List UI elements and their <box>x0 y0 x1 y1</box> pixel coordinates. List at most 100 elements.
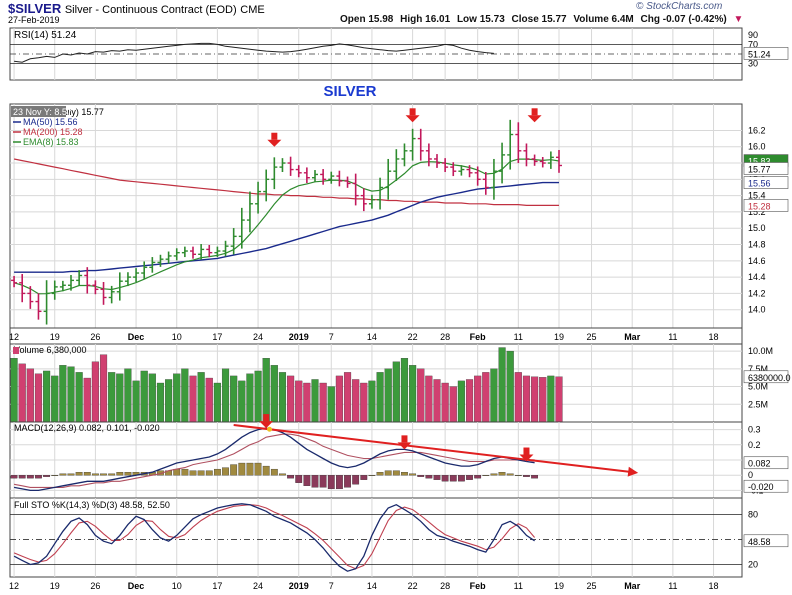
rsi-tick-label: 30 <box>748 59 758 69</box>
ohlc-bar <box>181 246 188 258</box>
ohlc-bar <box>11 275 18 288</box>
x-tick-label-bottom: 22 <box>408 581 418 591</box>
ohlc-bar <box>190 246 196 259</box>
price-value-tag-box <box>743 176 789 189</box>
macd-histogram-bar <box>531 475 539 479</box>
price-legend-entry: MA(50) 15.56 <box>23 117 78 127</box>
x-tick-label: 25 <box>587 332 597 342</box>
ohlc-bar <box>230 228 237 255</box>
x-tick-label: Dec <box>128 332 145 342</box>
ohlc-bar <box>360 188 367 212</box>
macd-histogram-bar <box>311 475 319 488</box>
rsi-tick-label: 70 <box>748 39 758 49</box>
sto-value-tag-box <box>743 534 789 548</box>
ohlc-bar <box>214 246 221 258</box>
macd-histogram-bar <box>376 472 384 476</box>
ohlc-bar <box>556 150 562 173</box>
ohlc-bar <box>263 169 270 202</box>
ohlc-bar <box>206 245 213 258</box>
volume-bar <box>205 377 213 423</box>
x-tick-label-bottom: 11 <box>514 581 523 591</box>
x-tick-label-bottom: 17 <box>212 581 222 591</box>
macd-histogram-bar <box>26 475 34 479</box>
volume-bar <box>238 380 246 423</box>
macd-histogram-bar <box>441 475 449 482</box>
ohlc-bar <box>312 170 318 183</box>
macd-histogram-bar <box>368 475 376 476</box>
volume-bar <box>132 380 140 423</box>
macd-down-arrow-icon <box>519 447 534 462</box>
ohlc-bar <box>336 170 343 187</box>
volume-bar <box>514 372 522 423</box>
macd-down-arrow-icon <box>259 414 274 429</box>
macd-histogram-bar <box>433 475 441 480</box>
macd-histogram-bar <box>222 467 229 476</box>
ohlc-bar <box>458 165 465 176</box>
ohlc-bar <box>417 128 424 161</box>
rsi-legend: RSI(14) 51.24 <box>14 30 77 41</box>
ohlc-bar <box>320 169 327 185</box>
sto-d-line <box>13 504 536 570</box>
macd-histogram-bar <box>254 462 262 476</box>
volume-bar <box>490 368 498 423</box>
volume-bar <box>165 379 173 423</box>
price-tick-label: 14.6 <box>748 256 766 266</box>
x-tick-label: 18 <box>709 332 719 342</box>
volume-bar <box>34 373 43 423</box>
chart-title: SILVER <box>323 83 376 100</box>
macd-histogram-bar <box>230 464 238 476</box>
ohlc-bar <box>43 280 50 325</box>
ohlc-bar <box>59 280 66 292</box>
volume-bar <box>311 379 319 423</box>
price-legend-entry: EMA(8) 15.83 <box>23 137 79 147</box>
volume-bar <box>148 373 156 423</box>
volume-value-tag: 6380000.0 <box>748 373 791 383</box>
ema8-line <box>13 158 560 295</box>
stochastic-panel <box>9 497 743 578</box>
volume-bar <box>156 382 165 423</box>
x-tick-label-bottom: 25 <box>587 581 597 591</box>
ticker-description: Silver - Continuous Contract (EOD) <box>64 4 237 16</box>
ohlc-bar <box>51 280 58 300</box>
volume-bar <box>409 365 417 423</box>
volume-tick-label: 2.5M <box>748 399 768 409</box>
x-tick-label-bottom: Mar <box>624 581 641 591</box>
macd-histogram-bar <box>279 473 286 476</box>
volume-bar <box>26 368 34 423</box>
x-tick-label: 28 <box>440 332 450 342</box>
price-tick-label: 14.2 <box>748 288 766 298</box>
ohlc-bar <box>401 143 408 167</box>
volume-bar <box>465 379 474 423</box>
ohlc-bar <box>539 157 546 168</box>
volume-value-tag-box <box>743 370 789 384</box>
ohlc-bar <box>507 119 514 170</box>
macd-trendline-point <box>267 426 273 432</box>
macd-trendline <box>233 424 633 474</box>
price-tooltip-box <box>11 106 66 117</box>
macd-histogram-bar <box>67 473 75 476</box>
price-legend-entry: MA(200) 15.28 <box>23 127 83 137</box>
x-tick-label: Mar <box>624 332 641 342</box>
macd-histogram-bar <box>91 473 99 476</box>
x-tick-label-bottom: Feb <box>470 581 487 591</box>
price-value-tag: 15.77 <box>748 164 771 174</box>
rsi-value-tag-box <box>743 47 789 60</box>
volume-bar <box>221 368 230 423</box>
volume-bar <box>246 373 254 423</box>
macd-histogram-bar <box>43 475 51 477</box>
volume-bar <box>197 372 205 423</box>
ohlc-bar <box>124 272 131 287</box>
volume-tick-label: 5.0M <box>748 382 768 392</box>
x-tick-label: 22 <box>408 332 418 342</box>
rsi-value-tag: 51.24 <box>748 49 771 59</box>
volume-bar <box>335 375 343 423</box>
x-tick-label-bottom: 18 <box>709 581 719 591</box>
macd-histogram-bar <box>360 475 368 480</box>
x-tick-label: 17 <box>212 332 222 342</box>
volume-bar <box>108 372 116 423</box>
macd-histogram-bar <box>238 462 246 476</box>
ohlc-bar <box>474 166 481 186</box>
price-down-arrow-icon <box>527 108 542 123</box>
price-value-tag: 15.28 <box>748 201 771 211</box>
volume-bar <box>124 368 132 423</box>
